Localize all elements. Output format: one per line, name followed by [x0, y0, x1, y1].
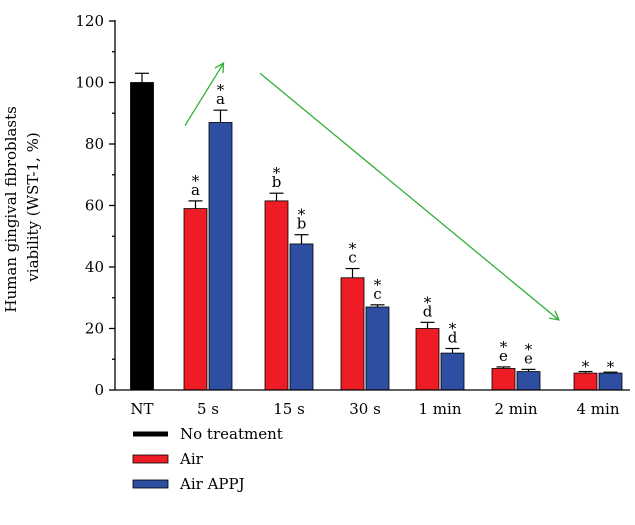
bar-air-1-min — [415, 328, 440, 391]
plot-area: a*a*b*b*c*c*d*d*e*e** * — [130, 64, 623, 391]
significance-star: * — [424, 293, 432, 311]
y-axis-label-line-1: Human gingival fibroblasts — [2, 106, 20, 312]
significance-star: * — [192, 172, 200, 190]
legend-swatch-air-appj — [132, 479, 169, 489]
trend-arrow — [259, 72, 558, 319]
bar-no-treatment-nt — [130, 82, 154, 391]
bar-air-2-min — [491, 368, 516, 391]
legend: No treatment Air Air APPJ — [132, 425, 283, 493]
bar-air-appj-5-s — [208, 122, 233, 391]
x-tick-label-15-s: 15 s — [273, 400, 305, 418]
y-tick-label: 40 — [85, 258, 104, 276]
bar-air-4-min — [573, 372, 598, 391]
significance-letter: a — [191, 181, 200, 199]
significance-letter: e — [499, 347, 508, 365]
x-tick-label-2-min: 2 min — [495, 400, 538, 418]
bar-air-30-s — [340, 277, 365, 391]
y-axis-label: Human gingival fibroblasts viability (WS… — [2, 101, 42, 312]
significance-star: * — [217, 81, 225, 99]
y-tick-label: 20 — [85, 320, 104, 338]
significance-letter: c — [348, 249, 356, 267]
legend-label-air: Air — [179, 450, 204, 468]
bar-air-15-s — [264, 200, 289, 391]
legend-label-no-treatment: No treatment — [180, 425, 283, 443]
bar-air-5-s — [183, 208, 208, 391]
x-tick-label-30-s: 30 s — [349, 400, 381, 418]
significance-star: * — [500, 338, 508, 356]
significance-star: * — [273, 164, 281, 182]
y-tick-label: 0 — [94, 381, 104, 399]
significance-letter: d — [423, 302, 433, 320]
bar-air-appj-15-s — [289, 243, 314, 391]
significance-letter: b — [272, 173, 282, 191]
significance-star: * — [607, 358, 615, 376]
significance-star: * — [582, 358, 590, 376]
legend-swatch-no-treatment — [133, 431, 168, 437]
legend-label-air-appj: Air APPJ — [179, 475, 245, 493]
x-tick-label-5-s: 5 s — [197, 400, 219, 418]
significance-star: * — [449, 319, 457, 337]
y-axis-label-line-2: viability (WST-1, %) — [24, 132, 42, 282]
significance-letter: d — [448, 328, 458, 346]
x-tick-label-nt: NT — [130, 400, 153, 418]
significance-letter: e — [524, 349, 533, 367]
significance-letter: c — [373, 285, 381, 303]
significance-star: * — [525, 340, 533, 358]
bar-air-appj-1-min — [440, 352, 465, 391]
significance-star: * — [349, 240, 357, 258]
y-tick-label: 120 — [75, 12, 104, 30]
y-tick-label: 60 — [85, 197, 104, 215]
trend-arrow — [184, 64, 223, 126]
significance-star: * — [374, 276, 382, 294]
significance-letter: a — [216, 90, 225, 108]
bar-air-appj-2-min — [516, 371, 541, 391]
bar-air-appj-30-s — [365, 306, 390, 391]
y-tick-label: 100 — [75, 74, 104, 92]
axes: 0 20 40 60 80 100 120 NT 5 s 15 s 30 s 1 min 2 min 4 … — [75, 12, 630, 418]
y-tick-label: 80 — [85, 135, 104, 153]
significance-star: * — [298, 206, 306, 224]
x-tick-label-4-min: 4 min — [577, 400, 620, 418]
significance-letter: b — [297, 215, 307, 233]
legend-swatch-air — [132, 454, 169, 464]
x-tick-label-1-min: 1 min — [419, 400, 462, 418]
